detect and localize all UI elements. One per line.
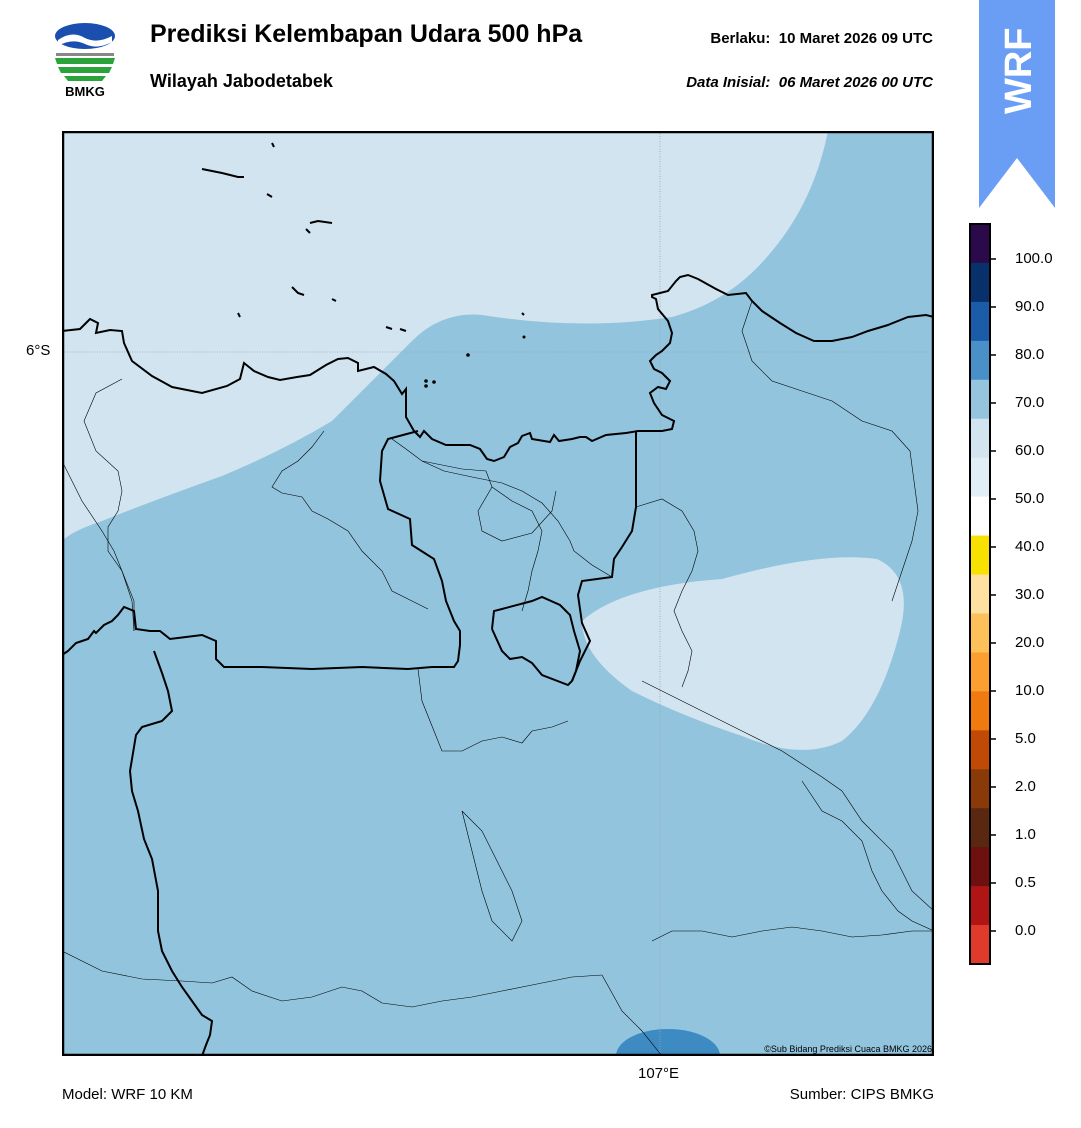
colorbar-tick-label: 0.0 (1015, 922, 1036, 939)
province-boundary (128, 650, 214, 1056)
colorbar-segment (970, 925, 990, 965)
colorbar-segment (970, 418, 990, 459)
colorbar-segment (970, 535, 990, 576)
colorbar-tick-label: 50.0 (1015, 490, 1045, 507)
colorbar-tick-label: 5.0 (1015, 730, 1036, 747)
colorbar-tick-label: 90.0 (1015, 298, 1045, 315)
model-label: Model: WRF 10 KM (62, 1086, 193, 1103)
copyright-text: ©Sub Bidang Prediksi Cuaca BMKG 2026 (764, 1044, 932, 1054)
init-time: Data Inisial: 06 Maret 2026 00 UTC (686, 74, 933, 91)
humidity-map[interactable]: ©Sub Bidang Prediksi Cuaca BMKG 2026 (61, 130, 935, 1057)
colorbar-segment (970, 379, 990, 420)
init-label: Data Inisial: (686, 74, 771, 91)
colorbar-tick-label: 60.0 (1015, 442, 1045, 459)
wrf-badge-text: WRF (998, 27, 1040, 114)
logo-text: BMKG (65, 84, 105, 99)
humidity-50-60-north (62, 131, 828, 541)
colorbar-segment (970, 574, 990, 614)
humidity-50-60-east (582, 557, 904, 750)
colorbar-segment (970, 769, 990, 809)
island (201, 142, 525, 332)
colorbar-segment (970, 847, 990, 887)
wrf-badge: WRF (979, 0, 1055, 210)
colorbar-segment (970, 224, 990, 264)
province-boundary (491, 595, 582, 687)
colorbar-tick-label: 0.5 (1015, 874, 1036, 891)
province-boundary (571, 431, 637, 682)
colorbar-tick-label: 40.0 (1015, 538, 1045, 555)
colorbar-segment (970, 691, 990, 731)
map-subtitle: Wilayah Jabodetabek (150, 71, 333, 91)
valid-label: Berlaku: (710, 30, 771, 47)
map-title: Prediksi Kelembapan Udara 500 hPa (150, 20, 583, 48)
colorbar-frame (969, 223, 991, 965)
colorbar-tick-label: 2.0 (1015, 778, 1036, 795)
colorbar-tick-label: 30.0 (1015, 586, 1045, 603)
colorbar-tick-label: 100.0 (1015, 250, 1053, 267)
colorbar-tick-label: 1.0 (1015, 826, 1036, 843)
colorbar (969, 222, 1059, 968)
colorbar-segment (970, 457, 990, 498)
colorbar-tick-label: 10.0 (1015, 682, 1045, 699)
colorbar-segment (970, 730, 990, 770)
colorbar-segment (970, 301, 990, 342)
source-label: Sumber: CIPS BMKG (789, 1086, 934, 1103)
coastline (62, 273, 934, 463)
colorbar-segment (970, 496, 990, 537)
colorbar-segment (970, 262, 990, 303)
latitude-label: 6°S (26, 342, 51, 359)
colorbar-segment (970, 886, 990, 926)
colorbar-segment (970, 808, 990, 848)
valid-time: Berlaku: 10 Maret 2026 09 UTC (710, 30, 933, 47)
valid-value: 10 Maret 2026 09 UTC (778, 30, 933, 47)
bmkg-logo (52, 20, 118, 104)
humidity-70-80-blob (616, 1029, 720, 1056)
colorbar-segment (970, 340, 990, 381)
colorbar-tick-label: 80.0 (1015, 346, 1045, 363)
colorbar-tick-label: 20.0 (1015, 634, 1045, 651)
colorbar-segment (970, 652, 990, 692)
init-value: 06 Maret 2026 00 UTC (778, 74, 933, 91)
longitude-label: 107°E (638, 1065, 680, 1082)
colorbar-tick-label: 70.0 (1015, 394, 1045, 411)
province-boundary (62, 430, 461, 671)
colorbar-segment (970, 613, 990, 653)
